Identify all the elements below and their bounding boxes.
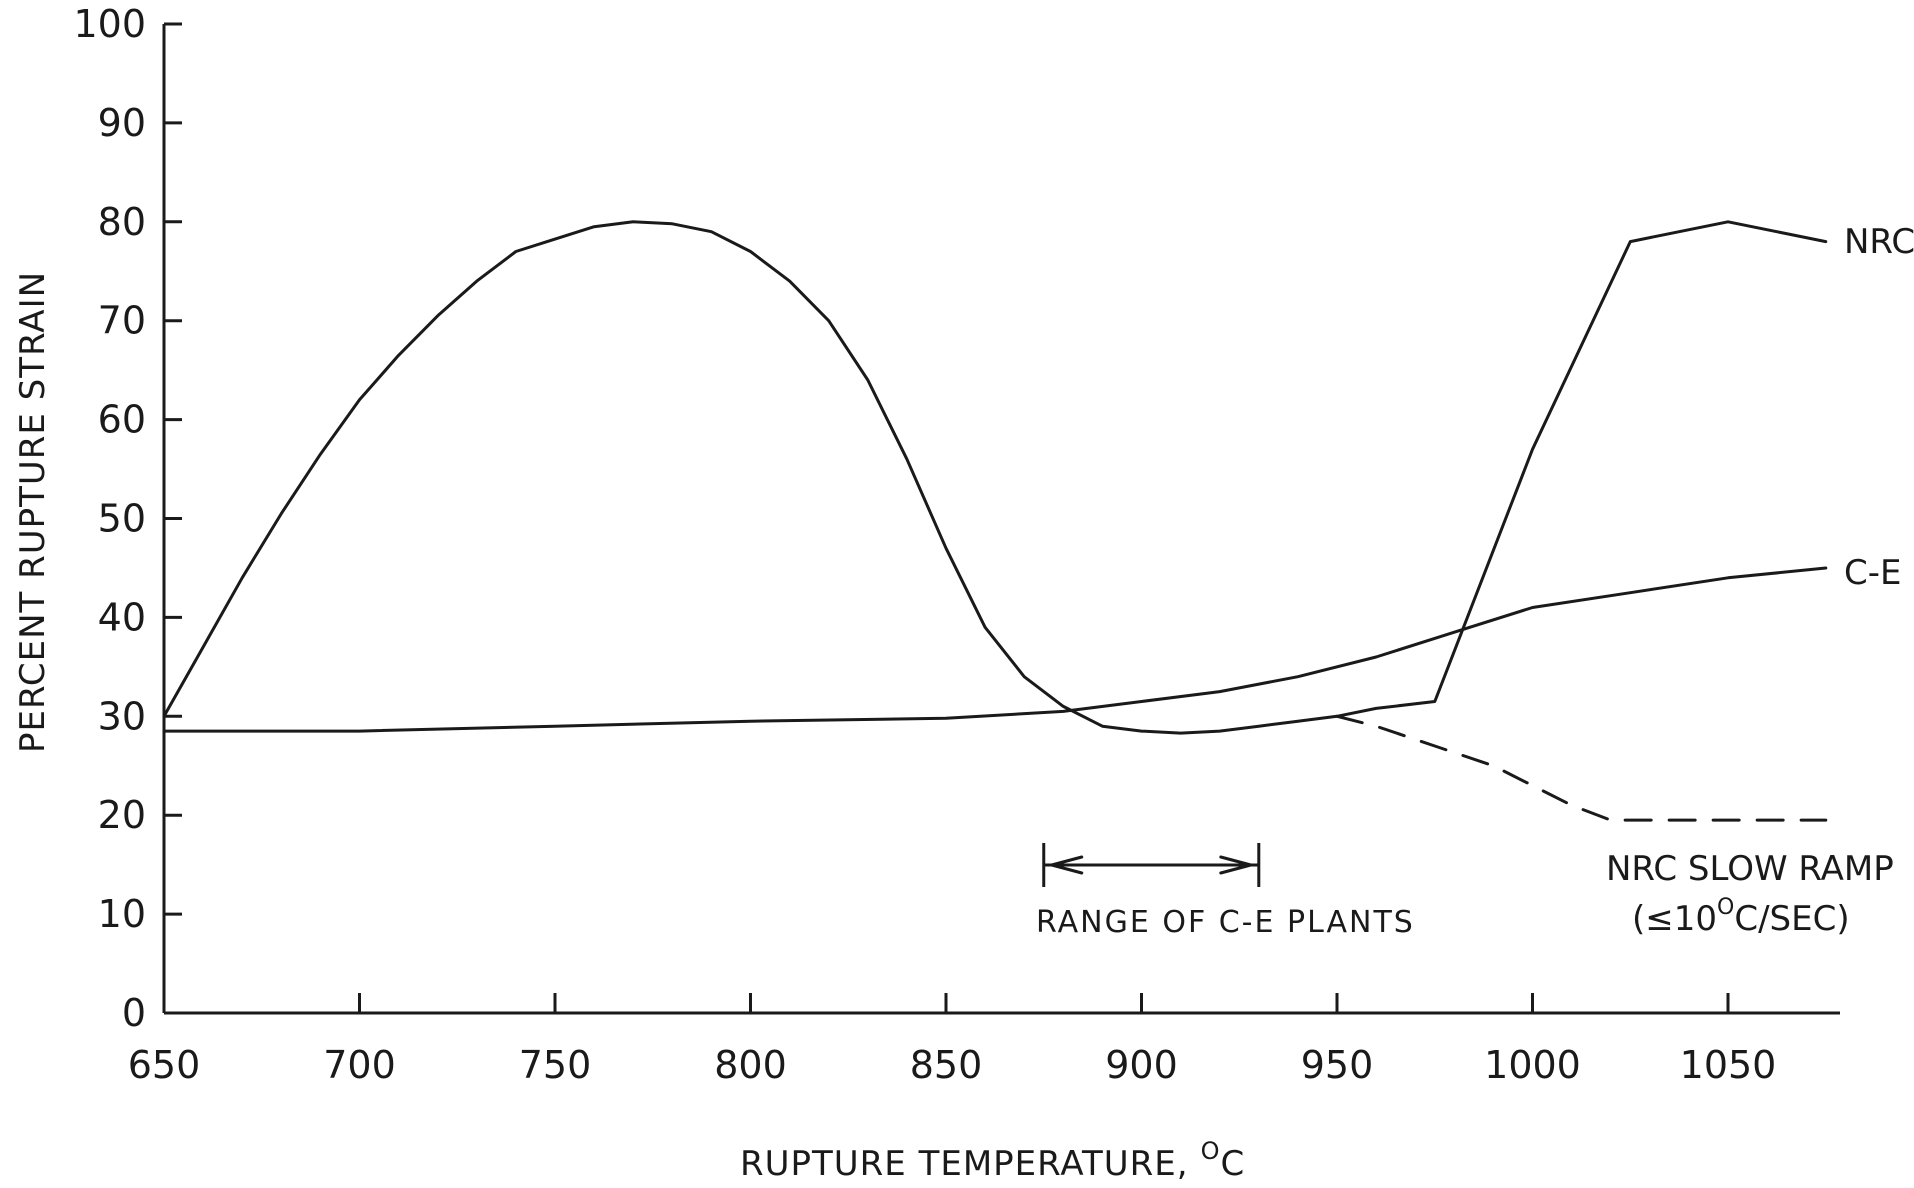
x-tick-label: 700 <box>323 1043 396 1087</box>
x-tick-label: 1050 <box>1680 1043 1777 1087</box>
axes <box>162 24 1840 1015</box>
series-label-nrc: NRC <box>1844 222 1914 262</box>
series-layer <box>162 220 1828 822</box>
x-tick-label: 1000 <box>1484 1043 1581 1087</box>
x-axis-unit-sup: O <box>1201 1137 1221 1165</box>
x-axis-title-text: RUPTURE TEMPERATURE, <box>740 1144 1189 1184</box>
x-ticks: 650 700 750 800 850 900 950 1000 1050 <box>128 993 1777 1087</box>
annotation-rate-suffix: C/SEC) <box>1734 899 1849 939</box>
series-line-nrc <box>162 220 1828 735</box>
x-tick-label: 650 <box>128 1043 201 1087</box>
x-tick-label: 900 <box>1105 1043 1178 1087</box>
x-tick-label: 850 <box>910 1043 983 1087</box>
range-bracket <box>1042 843 1261 887</box>
annotation-nrc-slow-ramp: NRC SLOW RAMP <box>1606 849 1894 889</box>
y-tick-label: 90 <box>98 101 146 145</box>
series-label-ce: C-E <box>1844 553 1902 593</box>
range-arrow-right <box>1219 855 1253 875</box>
y-tick-label: 100 <box>73 2 146 46</box>
y-tick-label: 20 <box>98 793 146 837</box>
y-tick-label: 50 <box>98 497 146 541</box>
annotation-slow-ramp-rate: (≤10OC/SEC) <box>1632 895 1850 939</box>
y-tick-label: 30 <box>98 694 146 738</box>
y-axis-title: PERCENT RUPTURE STRAIN <box>13 271 53 753</box>
range-label: RANGE OF C-E PLANTS <box>1036 905 1415 940</box>
y-ticks: 0 10 20 30 40 50 60 70 80 90 100 <box>73 2 182 1035</box>
y-tick-label: 70 <box>98 299 146 343</box>
series-line-nrc-slow-ramp <box>1335 714 1828 822</box>
y-tick-label: 80 <box>98 200 146 244</box>
annotation-rate-prefix: (≤10 <box>1632 899 1717 939</box>
y-tick-label: 40 <box>98 595 146 639</box>
x-axis-unit: C <box>1220 1144 1245 1184</box>
y-tick-label: 60 <box>98 398 146 442</box>
series-line-c-e <box>162 566 1828 733</box>
y-tick-label: 10 <box>98 892 146 936</box>
x-axis-title: RUPTURE TEMPERATURE, OC <box>740 1137 1245 1184</box>
x-tick-label: 800 <box>714 1043 787 1087</box>
range-arrow-left <box>1050 855 1084 875</box>
x-tick-label: 950 <box>1301 1043 1374 1087</box>
annotation-rate-sup: O <box>1717 895 1734 920</box>
y-tick-label: 0 <box>122 991 146 1035</box>
x-tick-label: 750 <box>519 1043 592 1087</box>
